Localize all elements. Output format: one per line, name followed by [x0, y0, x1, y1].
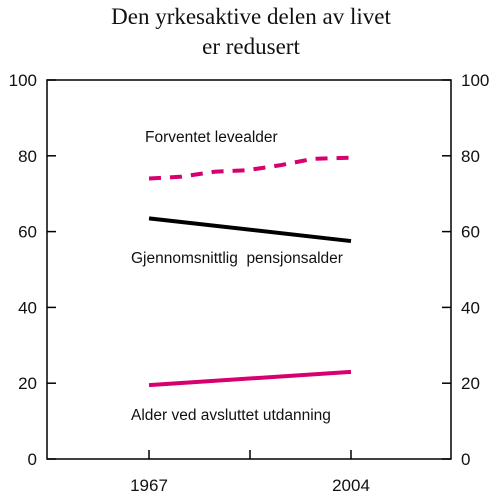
x-tick-label: 1967 — [130, 476, 168, 495]
right-y-axis: 0 20 40 60 80 100 — [442, 71, 489, 469]
y-tick-label-right: 20 — [461, 374, 480, 393]
series-line-1 — [148, 216, 352, 244]
series-label-1: Gjennomsnittlig pensjonsalder — [131, 250, 343, 267]
y-tick-label-right: 0 — [461, 450, 470, 469]
y-tick-label-left: 20 — [18, 374, 37, 393]
series-label-2: Alder ved avsluttet utdanning — [131, 407, 331, 424]
y-tick-label-right: 80 — [461, 147, 480, 166]
y-tick-label-left: 40 — [18, 298, 37, 317]
chart-title: Den yrkesaktive delen av livet — [111, 4, 391, 29]
y-tick-label-left: 60 — [18, 223, 37, 242]
y-tick-label-left: 100 — [9, 71, 37, 90]
x-tick-label: 2004 — [332, 476, 370, 495]
y-tick-label-left: 80 — [18, 147, 37, 166]
y-tick-label-right: 60 — [461, 223, 480, 242]
series-line-2 — [148, 369, 352, 388]
left-y-axis: 0 20 40 60 80 100 — [9, 71, 56, 469]
series-label-0: Forventet levealder — [145, 129, 278, 146]
plot-frame — [46, 79, 452, 460]
series-layer — [148, 155, 352, 388]
series-line-0 — [148, 155, 352, 181]
series-labels: Forventet levealder Gjennomsnittlig pensj… — [131, 129, 343, 424]
chart-title-line-2: er redusert — [202, 34, 300, 59]
x-axis: 1967 2004 — [130, 450, 370, 495]
y-tick-label-right: 100 — [461, 71, 489, 90]
y-tick-label-right: 40 — [461, 298, 480, 317]
y-tick-label-left: 0 — [28, 450, 37, 469]
